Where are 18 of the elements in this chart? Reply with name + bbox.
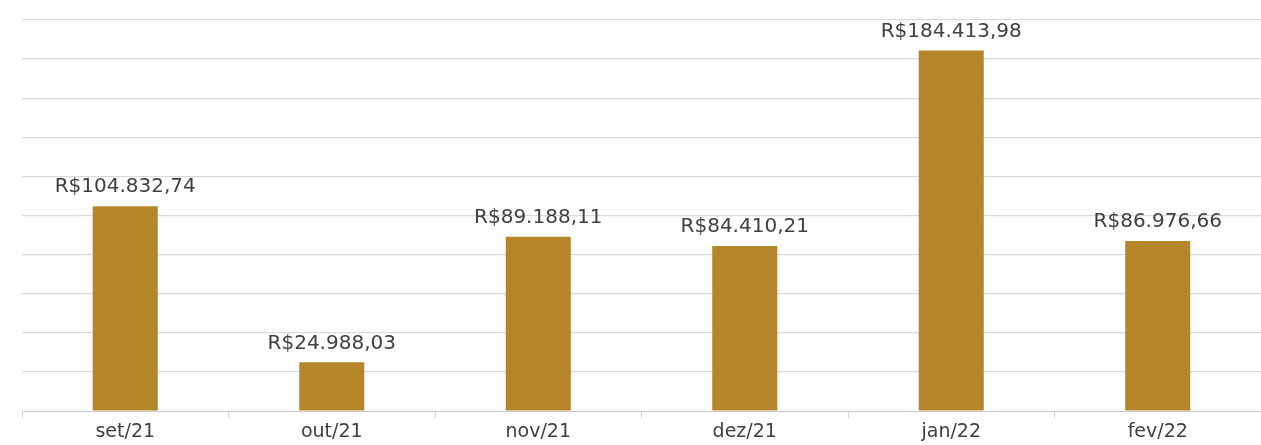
data-label: R$184.413,98 xyxy=(880,17,1022,42)
bar xyxy=(92,206,158,411)
x-tick-label: out/21 xyxy=(300,418,363,441)
data-label: R$86.976,66 xyxy=(1093,208,1222,233)
bar xyxy=(918,50,984,411)
bar xyxy=(1125,241,1191,411)
x-tick-label: jan/22 xyxy=(920,418,982,441)
data-label: R$24.988,03 xyxy=(267,329,396,354)
data-label: R$84.410,21 xyxy=(680,213,809,238)
data-label: R$104.832,74 xyxy=(54,173,196,198)
x-tick-label: nov/21 xyxy=(505,418,571,441)
data-label: R$89.188,11 xyxy=(474,203,603,228)
bar xyxy=(712,246,778,411)
x-tick-label: dez/21 xyxy=(712,418,777,441)
x-tick-label: fev/22 xyxy=(1127,418,1188,441)
x-tick-label: set/21 xyxy=(95,418,156,441)
bar xyxy=(299,362,365,411)
bar xyxy=(505,236,571,411)
